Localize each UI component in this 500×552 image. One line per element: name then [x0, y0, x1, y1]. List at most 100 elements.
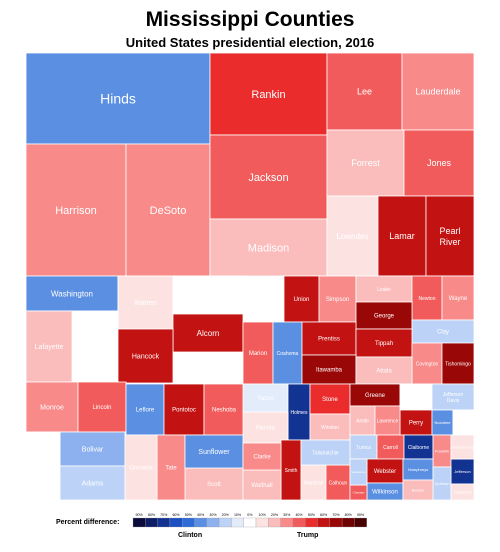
county-cell-lawrence — [374, 405, 401, 436]
legend-tick-label: 70% — [160, 513, 168, 517]
county-label-madison: Madison — [248, 242, 290, 254]
county-cell-monroe — [25, 381, 79, 433]
county-cell-lauderdale — [401, 52, 475, 131]
county-label-adams: Adams — [82, 480, 104, 487]
county-label-hancock: Hancock — [132, 353, 160, 360]
county-label-itawamba: Itawamba — [316, 368, 343, 374]
county-cell-scott — [184, 467, 244, 501]
county-label-yalobusha: Yalobusha — [453, 489, 472, 494]
county-label-kemper: Kemper — [407, 395, 425, 401]
county-cell-yalobusha — [450, 483, 475, 501]
county-cell-grenada — [124, 434, 158, 501]
county-label-wayne: Wayne — [449, 296, 468, 302]
county-cell-marshall — [300, 464, 327, 501]
county-cell-hinds — [25, 52, 211, 145]
county-cell-washington — [25, 275, 119, 312]
county-label-carroll: Carroll — [383, 445, 398, 451]
county-cell-jackson — [209, 134, 328, 220]
legend-tick-label: 30% — [283, 513, 291, 517]
county-label-jones: Jones — [427, 158, 452, 168]
county-label-tunica: Tunica — [356, 445, 371, 451]
county-label-tippah: Tippah — [375, 341, 393, 347]
legend-swatch — [305, 517, 318, 528]
county-cell-jones — [403, 129, 475, 197]
county-cell-warren — [117, 275, 174, 330]
county-cell-simpson — [318, 275, 357, 323]
county-label-clarke: Clarke — [253, 455, 271, 461]
county-label-harrison: Harrison — [55, 205, 97, 217]
county-cell-desoto — [125, 143, 211, 277]
county-cell-pearl-river — [425, 195, 475, 277]
legend-tick-label: 70% — [332, 513, 340, 517]
county-label-chickasaw: Chickasaw — [454, 420, 473, 425]
county-cell-lafayette — [25, 310, 73, 383]
legend-tick-label: 40% — [197, 513, 205, 517]
county-label-greene: Greene — [365, 393, 386, 399]
county-cell-wayne — [441, 275, 475, 321]
county-label-lauderdale: Lauderdale — [415, 87, 460, 97]
chart-subtitle: United States presidential election, 201… — [125, 35, 375, 50]
county-label-forrest: Forrest — [351, 158, 380, 168]
county-label-alcorn: Alcorn — [197, 329, 220, 338]
legend-swatch — [317, 517, 330, 528]
county-cell-hancock — [117, 328, 174, 384]
county-label-george: George — [374, 314, 395, 320]
legend-swatch — [243, 517, 257, 528]
legend-label: Percent difference: — [56, 519, 120, 526]
county-label-desoto: DeSoto — [150, 205, 187, 217]
county-label-stone: Stone — [322, 397, 338, 403]
legend-tick-label: 20% — [271, 513, 279, 517]
county-label-clay: Clay — [437, 330, 449, 336]
legend-swatch — [231, 517, 244, 528]
legend-swatch — [194, 517, 207, 528]
county-label-walthall: Walthall — [251, 483, 272, 489]
county-label-jefferson-davis: Jefferson Davis — [443, 392, 464, 404]
county-cell-jefferson-davis — [431, 383, 475, 411]
county-label-calhoun: Calhoun — [329, 480, 348, 486]
county-cell-benton — [402, 479, 434, 501]
county-cell-madison — [209, 218, 328, 277]
county-label-holmes: Holmes — [291, 410, 308, 416]
county-label-lawrence: Lawrence — [377, 418, 399, 424]
county-cell-harrison — [25, 143, 127, 277]
county-label-tate: Tate — [165, 466, 177, 472]
legend-tick-label: 0% — [247, 513, 253, 517]
county-label-lamar: Lamar — [389, 231, 415, 241]
legend-tick-label: 10% — [234, 513, 242, 517]
county-cell-carroll — [376, 434, 405, 460]
county-label-winston: Winston — [321, 425, 339, 431]
county-label-perry: Perry — [409, 421, 423, 427]
county-label-scott: Scott — [207, 482, 221, 488]
county-label-rankin: Rankin — [251, 89, 285, 101]
legend-tick-label: 40% — [295, 513, 303, 517]
legend-swatch — [341, 517, 355, 528]
county-label-marion: Marion — [249, 351, 267, 357]
county-cell-leake — [355, 275, 413, 303]
county-cell-itawamba — [301, 354, 357, 385]
county-label-montgomery: Montgomery — [451, 444, 473, 449]
county-cell-tallahatchie — [300, 439, 351, 466]
legend-tick-label: 80% — [345, 513, 353, 517]
county-label-prentiss: Prentiss — [318, 337, 340, 343]
county-label-lowndes: Lowndes — [336, 232, 368, 241]
county-label-issaquena: Issaquena — [352, 470, 366, 474]
county-cell-stone — [309, 383, 351, 415]
county-cell-bolivar — [59, 431, 126, 467]
county-label-tallahatchie: Tallahatchie — [312, 450, 339, 456]
county-cell-newton — [411, 275, 443, 321]
legend-swatch — [132, 517, 146, 528]
county-label-benton: Benton — [412, 487, 425, 492]
legend-swatch — [329, 517, 343, 528]
county-label-choctaw: Choctaw — [353, 491, 366, 495]
county-cell-lee — [326, 52, 403, 131]
county-label-newton: Newton — [419, 296, 436, 302]
legend-swatch — [157, 517, 171, 528]
county-cell-winston — [309, 413, 351, 441]
county-label-panola: Panola — [256, 426, 275, 432]
county-label-attala: Attala — [376, 369, 392, 375]
chart-title: Mississippi Counties — [145, 8, 355, 31]
county-label-jackson: Jackson — [248, 172, 288, 184]
county-label-yazoo: Yazoo — [257, 396, 274, 402]
county-cell-george — [355, 301, 413, 330]
county-label-warren: Warren — [134, 300, 157, 307]
